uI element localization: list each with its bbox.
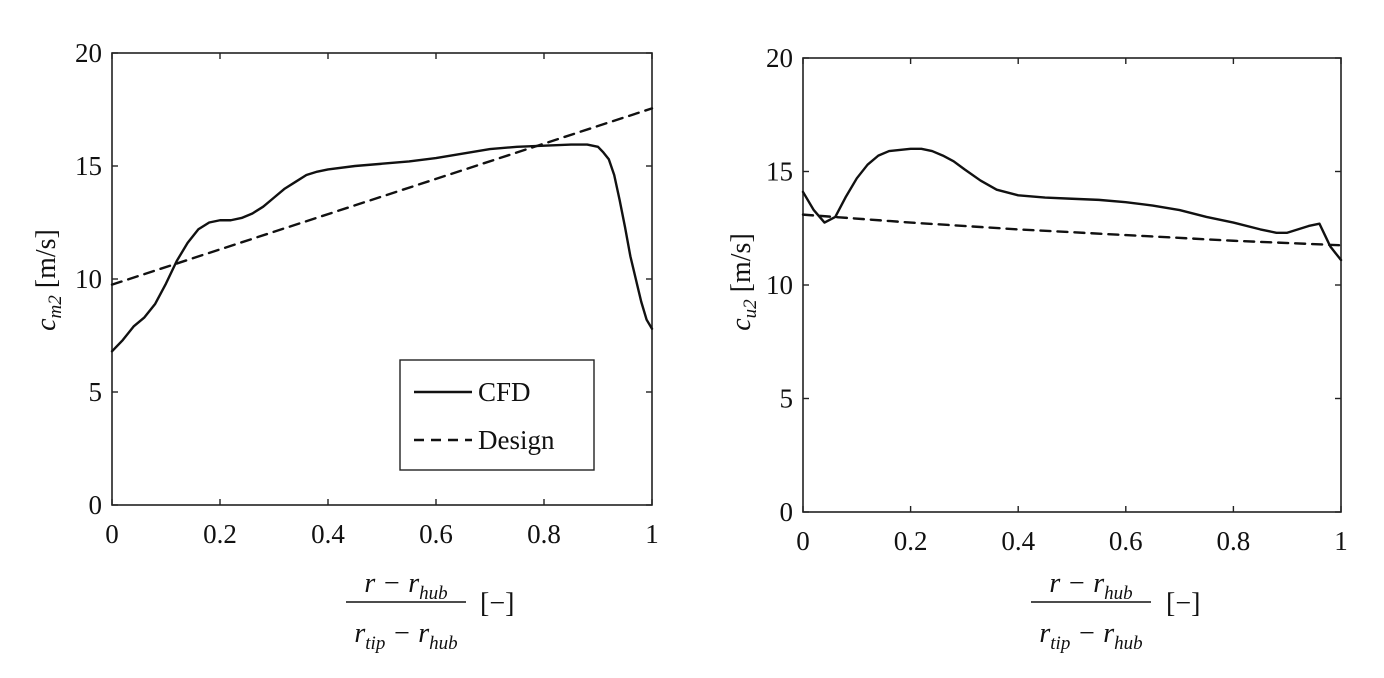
x-tick-label-right-5: 1	[1334, 526, 1348, 556]
y-label-unit-left: [m/s]	[31, 229, 62, 295]
series-line-left-design	[110, 107, 654, 286]
legend-label-design: Design	[478, 425, 555, 455]
legend-left: CFD Design	[399, 359, 595, 471]
y-tick-label-right-2: 10	[766, 270, 793, 300]
y-label-main-left: c	[31, 318, 62, 331]
x-den-a-main-left: r	[354, 618, 365, 649]
y-tick-label-left-2: 10	[75, 264, 102, 294]
x-den-b-main-left: − r	[385, 618, 429, 649]
x-tick-label-right-0: 0	[796, 526, 810, 556]
x-den-a-sub-right: tip	[1050, 633, 1070, 654]
y-label-main-right: c	[726, 318, 757, 331]
x-tick-label-left-5: 1	[645, 519, 659, 549]
x-label-numerator-left: r − rhub	[364, 568, 447, 604]
x-tick-label-right-1: 0.2	[894, 526, 928, 556]
y-label-sub-right: u2	[740, 299, 761, 319]
x-den-b-main-right: − r	[1070, 618, 1114, 649]
plot-area-right	[802, 57, 1342, 513]
x-label-denominator-right: rtip − rhub	[1039, 618, 1142, 654]
x-tick-label-left-1: 0.2	[203, 519, 237, 549]
y-axis-label-right: cu2 [m/s]	[726, 233, 761, 331]
y-label-unit-right: [m/s]	[726, 233, 757, 299]
x-tick-label-left-2: 0.4	[311, 519, 345, 549]
x-axis-label-right: r − rhub rtip − rhub [−]	[1031, 568, 1200, 654]
x-tick-label-right-2: 0.4	[1001, 526, 1035, 556]
y-axis-label-left: cm2 [m/s]	[31, 229, 66, 331]
x-label-denominator-left: rtip − rhub	[354, 618, 457, 654]
x-den-b-sub-left: hub	[429, 633, 458, 654]
x-num-sub-right: hub	[1104, 583, 1133, 604]
x-den-a-sub-left: tip	[365, 633, 385, 654]
legend-box	[399, 359, 595, 471]
x-den-b-sub-right: hub	[1114, 633, 1143, 654]
y-tick-label-right-4: 20	[766, 43, 793, 73]
series-line-right-design	[801, 213, 1343, 247]
x-tick-label-right-3: 0.6	[1109, 526, 1143, 556]
x-num-main-left: r − r	[364, 568, 419, 599]
y-tick-label-left-4: 20	[75, 38, 102, 68]
y-tick-label-left-3: 15	[75, 151, 102, 181]
x-label-numerator-right: r − rhub	[1049, 568, 1132, 604]
y-tick-label-right-0: 0	[780, 497, 794, 527]
y-label-sub-left: m2	[45, 295, 66, 319]
x-den-a-main-right: r	[1039, 618, 1050, 649]
x-tick-label-left-0: 0	[105, 519, 119, 549]
legend-label-cfd: CFD	[478, 377, 531, 407]
x-axis-label-left: r − rhub rtip − rhub [−]	[346, 568, 514, 654]
series-line-right-cfd	[801, 147, 1343, 262]
x-label-unit-left: [−]	[480, 588, 514, 619]
x-tick-label-left-3: 0.6	[419, 519, 453, 549]
x-tick-label-right-4: 0.8	[1217, 526, 1251, 556]
x-num-sub-left: hub	[419, 583, 448, 604]
y-tick-label-right-1: 5	[780, 384, 794, 414]
y-tick-label-right-3: 15	[766, 157, 793, 187]
series-line-left-cfd	[110, 143, 654, 353]
y-tick-label-left-0: 0	[89, 490, 103, 520]
y-tick-label-left-1: 5	[89, 377, 103, 407]
x-num-main-right: r − r	[1049, 568, 1104, 599]
x-tick-label-left-4: 0.8	[527, 519, 561, 549]
x-label-unit-right: [−]	[1166, 588, 1200, 619]
